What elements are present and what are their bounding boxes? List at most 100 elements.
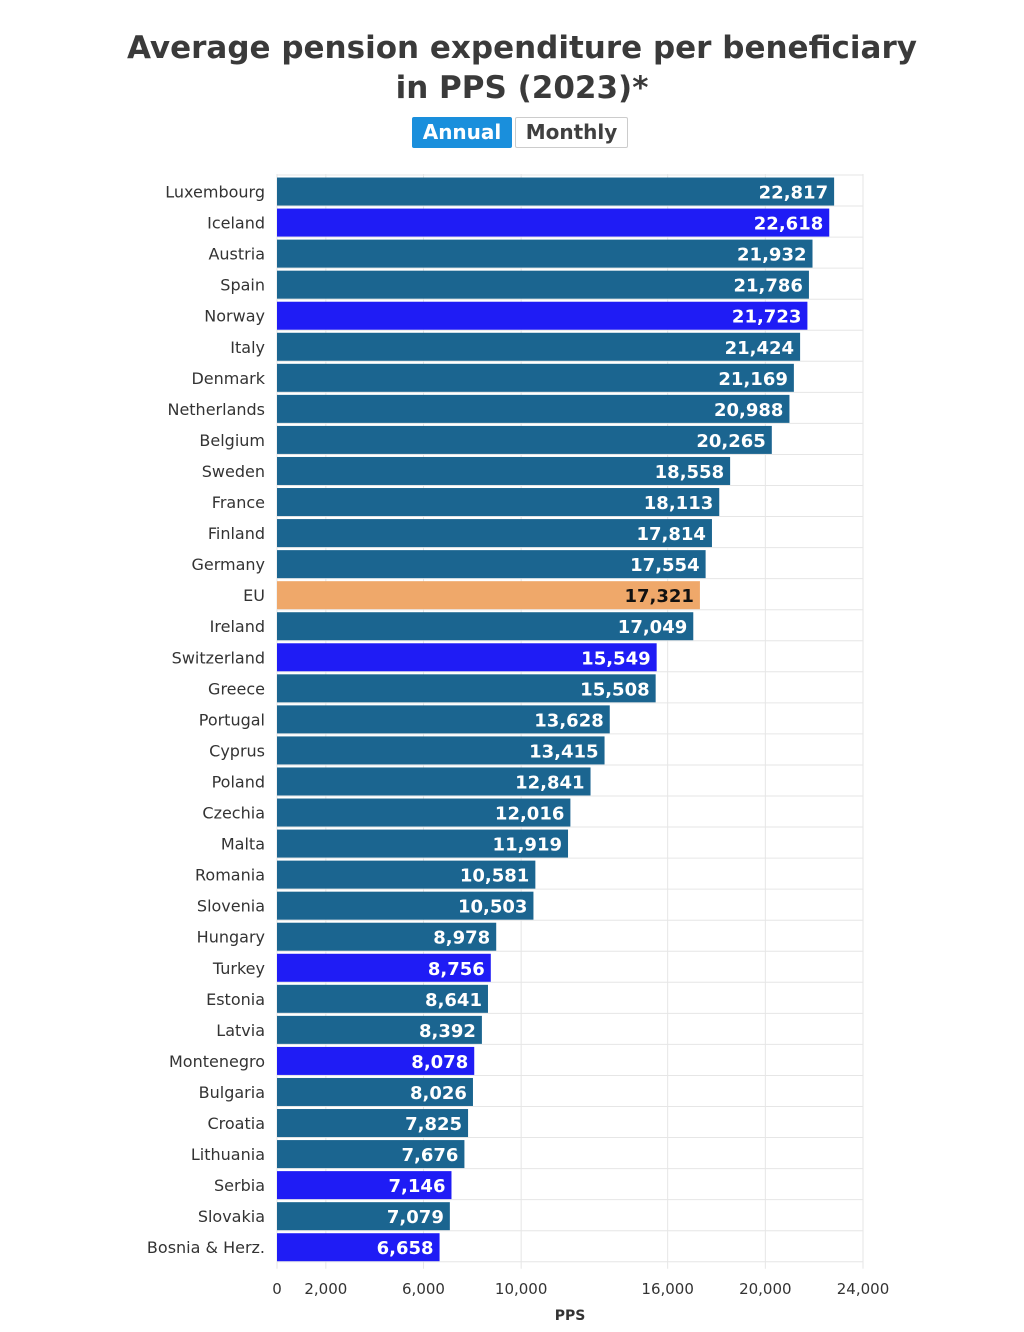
bar-eu[interactable] xyxy=(277,581,700,610)
bar-bosnia-herz[interactable] xyxy=(277,1233,440,1262)
bar-czechia[interactable] xyxy=(277,798,571,827)
x-tick-label: 10,000 xyxy=(495,1280,548,1298)
x-tick-label: 2,000 xyxy=(304,1280,347,1298)
bar-spain[interactable] xyxy=(277,270,809,299)
bar-italy[interactable] xyxy=(277,332,801,361)
value-label: 7,825 xyxy=(405,1114,462,1135)
bar-estonia[interactable] xyxy=(277,984,488,1013)
value-labels: 22,817 22,618 21,932 21,786 21,723 21,424 21,1… xyxy=(377,183,828,1260)
category-label: Germany xyxy=(191,555,265,574)
value-label: 17,554 xyxy=(630,555,699,576)
value-label: 8,756 xyxy=(428,959,485,980)
bar-bulgaria[interactable] xyxy=(277,1077,473,1106)
bar-cyprus[interactable] xyxy=(277,736,605,765)
category-label: Montenegro xyxy=(169,1052,265,1071)
x-axis-label: PPS xyxy=(555,1308,586,1324)
bar-serbia[interactable] xyxy=(277,1171,452,1200)
bars xyxy=(277,177,835,1262)
value-label: 7,079 xyxy=(387,1207,444,1228)
category-label: Netherlands xyxy=(167,400,265,419)
chart-title-line-1: Average pension expenditure per benefici… xyxy=(127,30,917,66)
value-label: 8,078 xyxy=(411,1052,468,1073)
category-label: Spain xyxy=(220,276,265,295)
x-tick-label: 6,000 xyxy=(402,1280,445,1298)
category-label: Ireland xyxy=(210,617,265,636)
bar-luxembourg[interactable] xyxy=(277,177,835,206)
bar-romania[interactable] xyxy=(277,860,536,889)
value-label: 20,265 xyxy=(696,431,765,452)
chart-title-line-2: in PPS (2023)* xyxy=(395,70,649,106)
category-label: Finland xyxy=(208,524,265,543)
bar-switzerland[interactable] xyxy=(277,643,657,672)
category-label: Turkey xyxy=(212,959,265,978)
value-label: 22,618 xyxy=(754,214,823,235)
value-label: 18,558 xyxy=(655,462,724,483)
value-label: 8,026 xyxy=(410,1083,467,1104)
bar-france[interactable] xyxy=(277,488,720,517)
bar-croatia[interactable] xyxy=(277,1109,469,1138)
bar-iceland[interactable] xyxy=(277,208,830,237)
value-label: 11,919 xyxy=(493,835,562,856)
category-label: Poland xyxy=(212,772,265,791)
category-labels: Luxembourg Iceland Austria Spain Norway Italy… xyxy=(147,183,266,1258)
category-label: Denmark xyxy=(191,369,265,388)
bar-sweden[interactable] xyxy=(277,456,731,485)
category-label: Greece xyxy=(208,679,265,698)
bar-turkey[interactable] xyxy=(277,953,491,982)
x-tick-label: 16,000 xyxy=(641,1280,694,1298)
bar-norway[interactable] xyxy=(277,301,808,330)
bar-slovakia[interactable] xyxy=(277,1202,450,1231)
category-label: Latvia xyxy=(216,1021,265,1040)
category-label: EU xyxy=(243,586,265,605)
bar-malta[interactable] xyxy=(277,829,569,858)
value-label: 22,817 xyxy=(759,183,828,204)
category-label: Malta xyxy=(221,835,265,854)
category-label: Sweden xyxy=(202,462,265,481)
category-label: Slovenia xyxy=(197,897,265,916)
value-label: 10,581 xyxy=(460,866,529,887)
bar-slovenia[interactable] xyxy=(277,891,534,920)
bar-denmark[interactable] xyxy=(277,363,794,392)
bar-poland[interactable] xyxy=(277,767,591,796)
bar-hungary[interactable] xyxy=(277,922,497,951)
bar-greece[interactable] xyxy=(277,674,656,703)
bar-finland[interactable] xyxy=(277,519,712,548)
value-label: 21,169 xyxy=(718,369,787,390)
value-label: 10,503 xyxy=(458,897,527,918)
bar-belgium[interactable] xyxy=(277,425,772,454)
value-label: 8,978 xyxy=(433,928,490,949)
value-label: 18,113 xyxy=(644,493,713,514)
x-tick-label: 24,000 xyxy=(837,1280,890,1298)
chart-title: Average pension expenditure per benefici… xyxy=(0,28,1024,108)
value-label: 13,415 xyxy=(529,741,598,762)
bar-austria[interactable] xyxy=(277,239,813,268)
value-label: 17,049 xyxy=(618,617,687,638)
bar-montenegro[interactable] xyxy=(277,1046,475,1075)
x-tick-label: 0 xyxy=(272,1280,282,1298)
category-label: Portugal xyxy=(199,710,265,729)
annual-toggle-button[interactable]: Annual xyxy=(412,117,512,148)
category-label: Austria xyxy=(208,245,265,264)
value-label: 8,392 xyxy=(419,1021,476,1042)
bar-latvia[interactable] xyxy=(277,1015,482,1044)
category-label: Croatia xyxy=(207,1114,265,1133)
bar-germany[interactable] xyxy=(277,550,706,579)
value-label: 20,988 xyxy=(714,400,783,421)
bar-netherlands[interactable] xyxy=(277,394,790,423)
value-label: 21,786 xyxy=(733,276,802,297)
x-axis-ticks: 0 2,000 6,000 10,000 16,000 20,000 24,000 xyxy=(272,1280,889,1298)
category-label: Bosnia & Herz. xyxy=(147,1238,265,1257)
category-label: Serbia xyxy=(214,1176,265,1195)
category-label: Norway xyxy=(204,307,265,326)
bar-portugal[interactable] xyxy=(277,705,610,734)
bar-lithuania[interactable] xyxy=(277,1140,465,1169)
value-label: 13,628 xyxy=(534,710,603,731)
category-label: Italy xyxy=(230,338,265,357)
value-label: 15,549 xyxy=(581,648,650,669)
category-label: Romania xyxy=(195,866,265,885)
category-label: France xyxy=(212,493,265,512)
bar-ireland[interactable] xyxy=(277,612,694,641)
value-label: 8,641 xyxy=(425,990,482,1011)
value-label: 7,146 xyxy=(389,1176,446,1197)
monthly-toggle-button[interactable]: Monthly xyxy=(515,117,628,148)
